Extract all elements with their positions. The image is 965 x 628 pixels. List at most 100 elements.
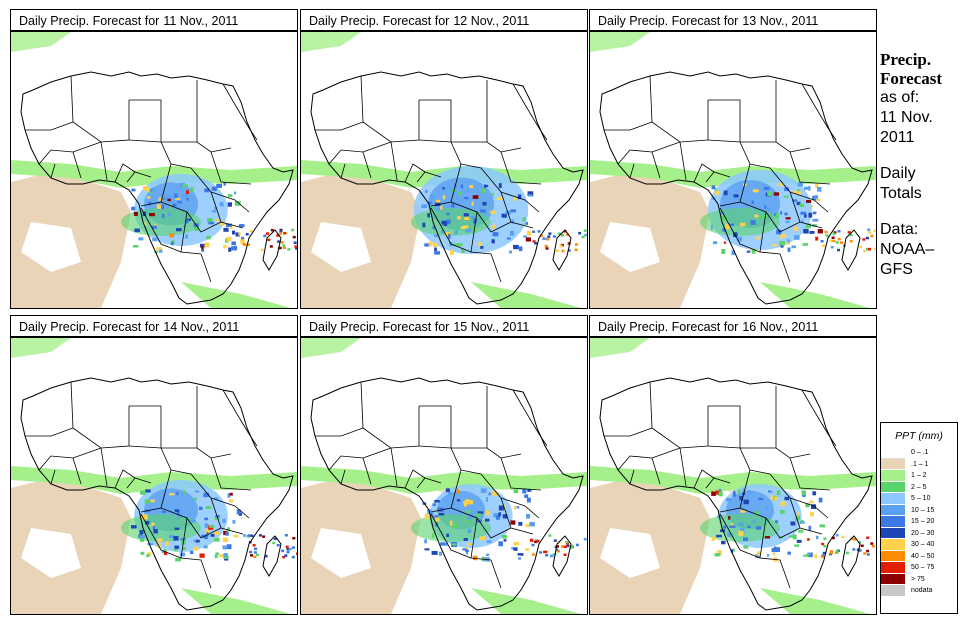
rain-cell	[157, 542, 161, 548]
rain-cell	[256, 553, 259, 557]
rain-cell	[752, 519, 755, 524]
rain-cell	[180, 538, 186, 541]
africa-coastline	[599, 71, 873, 305]
rain-cell	[751, 249, 756, 254]
rain-cell	[134, 228, 140, 233]
country-border	[210, 151, 252, 185]
rain-cell	[765, 506, 768, 510]
rain-cell	[145, 489, 151, 493]
rain-cell	[233, 534, 239, 538]
rain-cell	[803, 228, 809, 234]
rain-cell	[444, 542, 448, 546]
country-border	[340, 469, 346, 485]
rain-north	[590, 32, 650, 52]
rain-cell	[227, 493, 231, 498]
rain-cell	[823, 545, 827, 548]
rain-cell	[739, 528, 745, 533]
rain-cell	[563, 545, 567, 548]
rain-cell	[186, 190, 189, 195]
rain-cell	[158, 197, 163, 201]
rain-cell	[498, 512, 501, 517]
rain-cell	[428, 241, 433, 246]
legend-label: 20 – 30	[911, 529, 935, 537]
rain-cell	[201, 248, 205, 252]
rain-cell	[170, 241, 174, 246]
legend-label: 5 – 10	[911, 495, 931, 503]
legend-item: 40 – 50	[881, 550, 957, 562]
rain-cell	[292, 537, 296, 540]
rain-cell	[253, 551, 257, 554]
legend-label: 40 – 50	[911, 552, 935, 560]
rain-cell	[182, 184, 188, 188]
rain-cell	[532, 230, 536, 233]
rain-cell	[144, 222, 147, 227]
rain-cell	[264, 554, 268, 558]
country-border	[210, 497, 250, 519]
rain-cell	[445, 219, 451, 225]
rain-cell	[273, 537, 277, 541]
rain-cell	[204, 242, 210, 248]
totals-line2: Totals	[880, 185, 922, 202]
rain-cell	[738, 522, 744, 527]
rain-cell	[141, 514, 148, 520]
rain-cell	[776, 229, 782, 235]
rain-cell	[750, 220, 756, 225]
rain-cell	[837, 248, 840, 252]
rain-cell	[485, 206, 488, 209]
rain-cell	[174, 548, 178, 552]
rain-cell	[501, 534, 507, 539]
rain-cell	[465, 550, 468, 555]
legend-label: 15 – 20	[911, 518, 935, 526]
rain-cell	[234, 201, 241, 206]
rain-cell	[797, 182, 804, 187]
rain-cell	[561, 545, 564, 548]
rain-cell	[481, 188, 486, 194]
rain-cell	[245, 233, 249, 236]
rain-cell	[510, 209, 516, 213]
rain-cell	[797, 512, 800, 517]
clear-area	[311, 222, 371, 272]
rain-cell	[182, 194, 189, 197]
rain-cell	[466, 189, 470, 193]
rain-cell	[133, 212, 138, 216]
country-border	[160, 507, 222, 539]
rain-cell	[748, 207, 751, 211]
rain-cell	[183, 490, 186, 495]
rain-edge	[411, 514, 491, 542]
rain-cell	[447, 492, 453, 495]
legend-swatch	[881, 481, 905, 493]
rain-cell	[824, 230, 828, 234]
rain-cell	[172, 203, 176, 207]
panel-title-prefix: Daily Precip. Forecast for	[19, 14, 160, 28]
rain-cell	[764, 536, 771, 539]
rain-cell	[738, 530, 744, 536]
side-title-line2: Forecast	[880, 69, 942, 88]
country-border	[708, 99, 741, 142]
rain-cell	[157, 538, 163, 542]
rain-cell	[468, 513, 474, 518]
legend-label: 2 – 5	[911, 483, 927, 491]
rain-cell	[801, 219, 804, 224]
country-border	[128, 445, 192, 475]
rain-cell	[829, 550, 833, 553]
rain-cell	[752, 189, 758, 193]
rain-cell	[872, 545, 875, 548]
rain-cell	[427, 213, 430, 218]
rain-cell	[525, 221, 529, 225]
rain-cell	[225, 223, 232, 227]
rain-cell	[825, 234, 829, 237]
rain-cell	[552, 235, 556, 238]
precip-map	[589, 31, 877, 309]
rain-cell	[161, 204, 165, 210]
country-border	[629, 469, 635, 485]
rain-cell	[154, 223, 157, 227]
rain-cell	[557, 550, 560, 553]
rain-cell	[767, 191, 772, 196]
panel-title-date: 16 Nov., 2011	[742, 320, 819, 334]
rain-cell	[205, 506, 212, 510]
rain-cell	[462, 548, 467, 551]
rain-cell	[472, 195, 479, 199]
country-border	[719, 207, 761, 253]
country-border	[679, 447, 687, 487]
rain-cell	[280, 241, 284, 244]
